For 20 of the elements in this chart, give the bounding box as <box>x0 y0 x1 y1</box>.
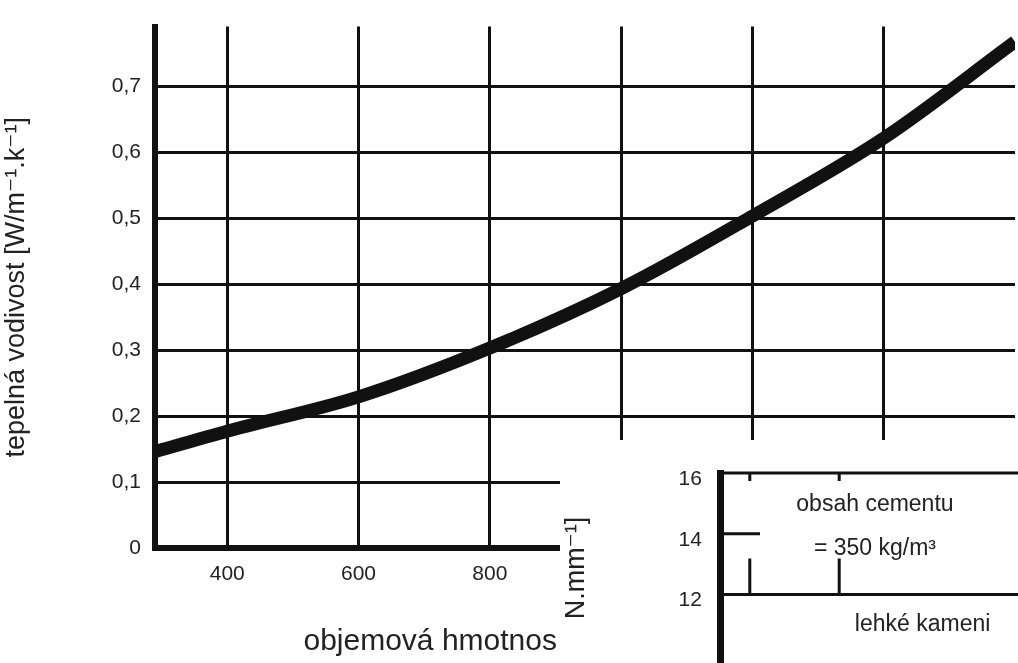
y-tick-label: 0,4 <box>111 270 142 294</box>
y-tick-label: 0,1 <box>111 468 141 492</box>
x-tick-label: 800 <box>472 561 508 585</box>
y-tick-label: 0 <box>129 534 141 558</box>
annotation: 14 <box>678 526 703 550</box>
y-tick-label: 0,5 <box>111 204 141 228</box>
text: N.mm⁻¹] <box>559 516 590 620</box>
annotation: = 350 kg/m³ <box>813 533 937 560</box>
y-tick-label: 0,3 <box>111 336 141 360</box>
text: lehké kameni <box>854 609 991 636</box>
y-axis-title: tepelná vodivost [W/m⁻¹.k⁻¹] <box>0 117 30 458</box>
y-tick-label: 0,7 <box>111 72 141 96</box>
annotation: obsah cementu <box>796 490 954 516</box>
x-tick-label: 600 <box>340 561 377 585</box>
text: 12 <box>678 587 702 611</box>
x-axis-title: objemová hmotnos <box>303 623 557 656</box>
y-tick-label: 0,2 <box>111 402 141 426</box>
y-tick-label: 0,6 <box>111 138 141 162</box>
annotation: 16 <box>678 465 702 489</box>
x-tick-label: 400 <box>209 561 245 585</box>
